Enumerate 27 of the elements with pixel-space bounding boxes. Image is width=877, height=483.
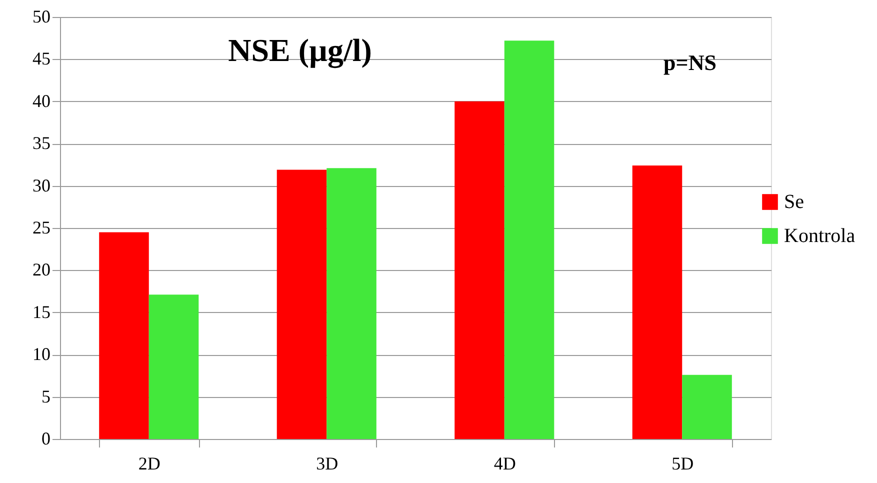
y-tick-label: 20 [32,260,50,280]
x-tick-label: 5D [672,454,694,474]
y-tick-label: 45 [32,48,50,69]
x-tick-label: 3D [316,454,338,474]
text: NSE (µg/l) [228,32,372,69]
y-tick-label: 35 [32,133,50,154]
y-tick-label: 0 [42,428,50,448]
x-tick-label: 2D [138,454,160,474]
y-tick-label: 30 [32,175,50,196]
bar [148,294,199,439]
y-tick-label: 5 [42,386,50,406]
y-tick-label: 25 [32,218,50,238]
y-tick-label: 10 [32,344,50,364]
bar [504,40,554,439]
annotation: p=NS [664,50,716,75]
bar [632,166,682,439]
legend-label: Kontrola [784,225,856,247]
legend-label: Se [784,191,804,213]
x-tick-label: 4D [494,454,516,474]
bar [326,168,376,439]
bar [454,101,504,439]
y-tick-label: 40 [32,90,50,111]
y-tick-label: 50 [32,6,50,26]
bar [99,232,149,439]
bar [276,170,327,439]
y-tick-label: 15 [32,302,50,322]
bar [682,374,732,439]
